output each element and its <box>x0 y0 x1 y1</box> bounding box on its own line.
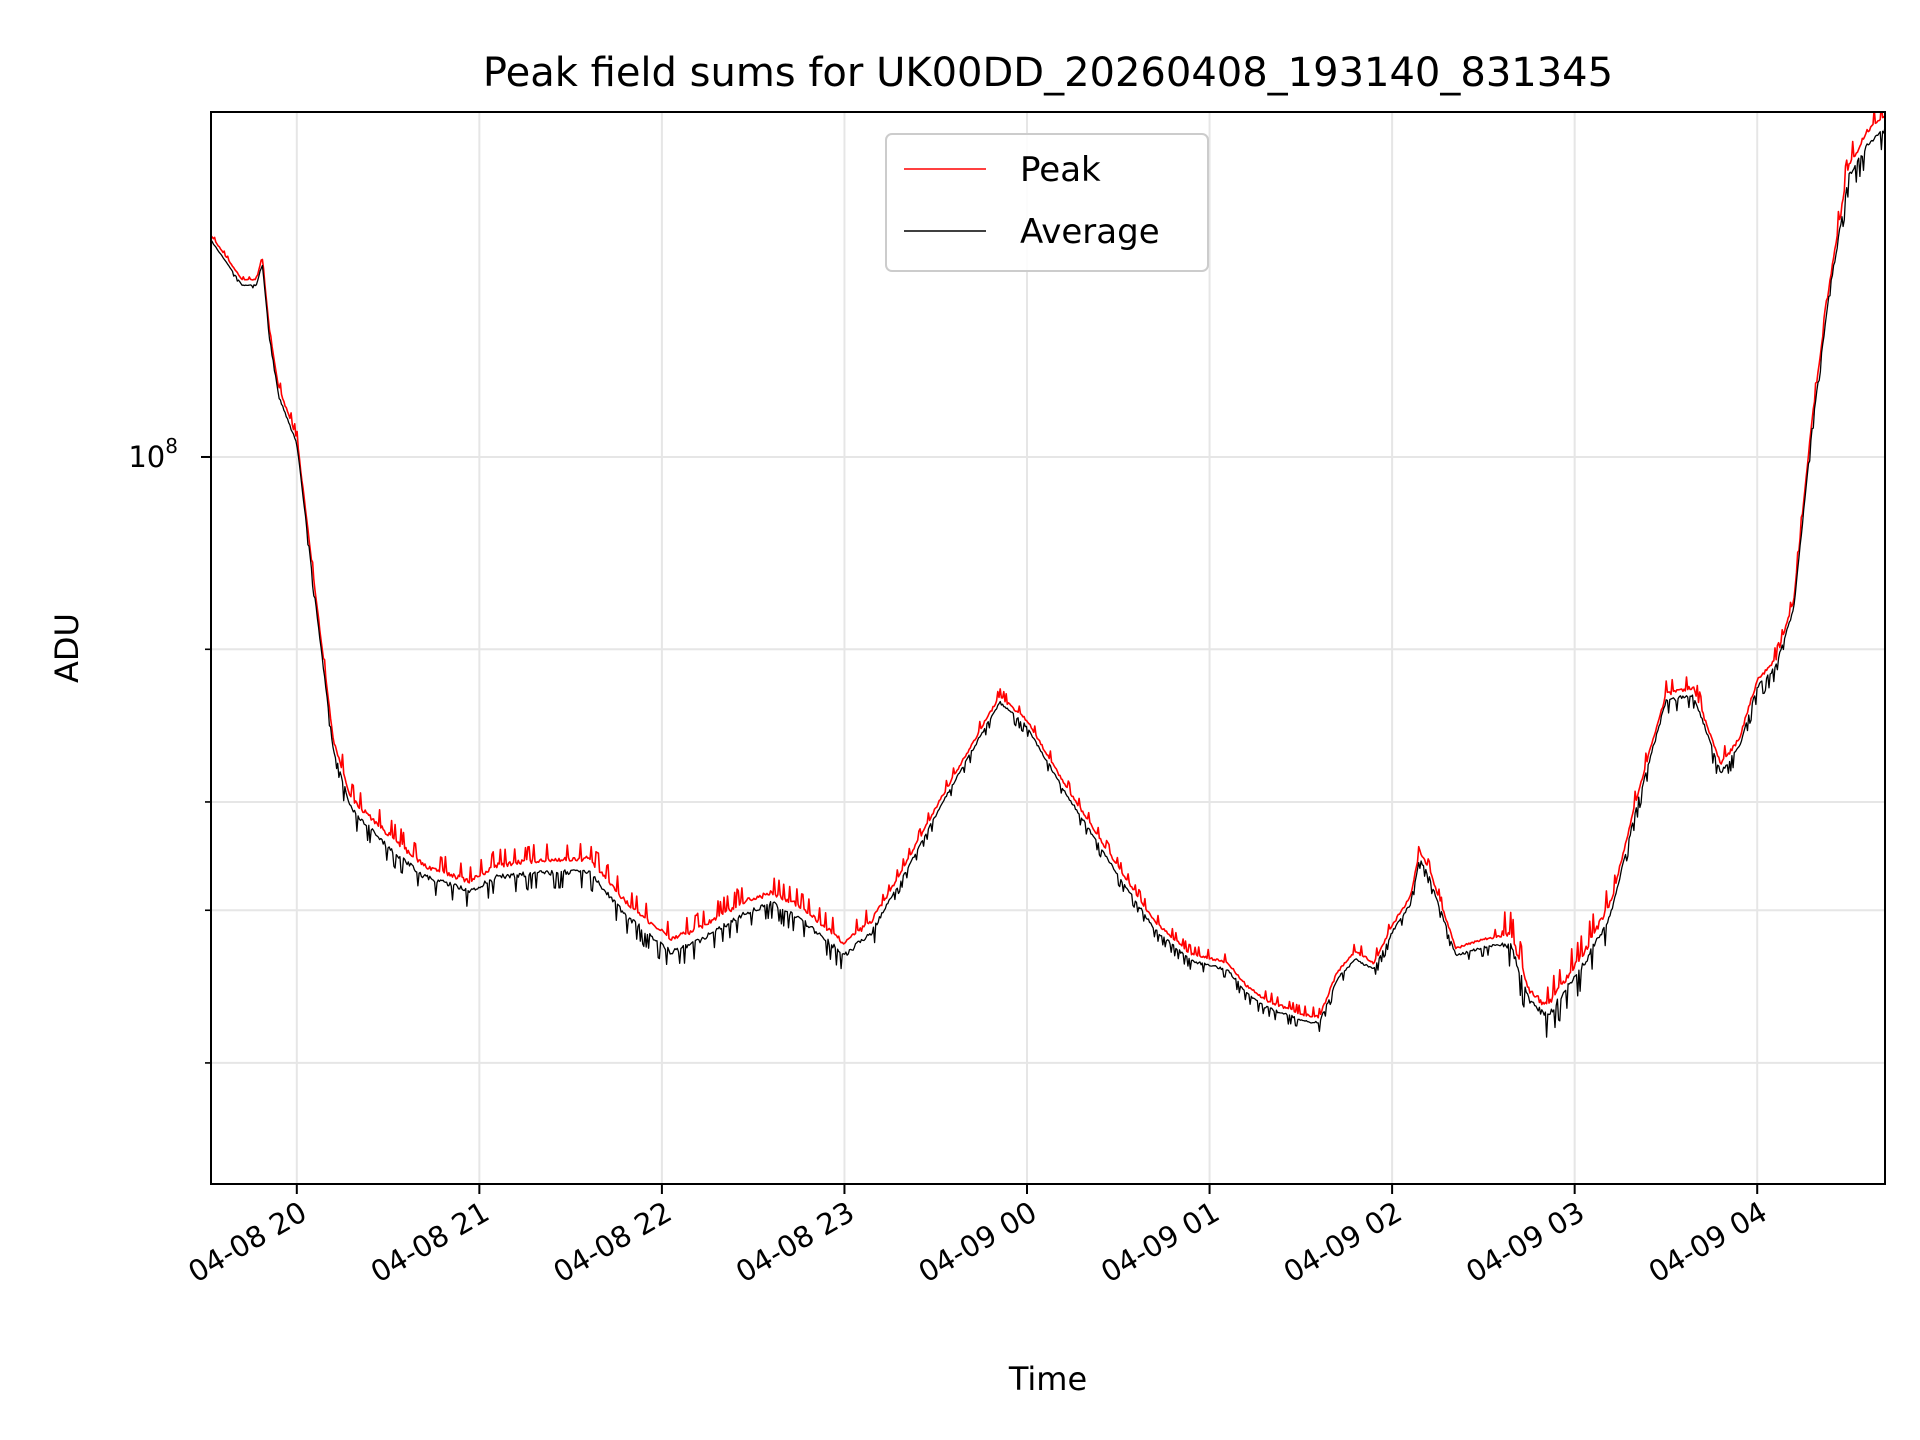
legend-label-peak: Peak <box>1020 150 1101 190</box>
x-tick-label: 04-09 03 <box>1460 1195 1590 1290</box>
grid <box>211 112 1885 1184</box>
x-tick-label: 04-08 23 <box>730 1195 860 1290</box>
series-line-average <box>211 127 1885 1038</box>
x-axis-ticks: 04-08 20 04-08 21 04-08 22 04-08 23 04-09 00… <box>182 1184 1773 1290</box>
x-tick-label: 04-08 20 <box>182 1195 312 1290</box>
y-axis-ticks: 108 <box>128 434 211 1064</box>
x-tick-label: 04-09 04 <box>1643 1195 1773 1290</box>
x-axis-label: Time <box>1008 1360 1087 1398</box>
y-axis-label: ADU <box>48 613 86 683</box>
x-tick-label: 04-09 01 <box>1095 1195 1225 1290</box>
x-tick-label: 04-08 22 <box>547 1195 677 1290</box>
plot-frame <box>210 111 1886 1185</box>
legend: Peak Average <box>885 133 1209 272</box>
x-tick-label: 04-09 02 <box>1278 1195 1408 1290</box>
x-tick-label: 04-09 00 <box>913 1195 1043 1290</box>
series-group <box>211 112 1885 1038</box>
series-line-peak <box>211 112 1885 1019</box>
y-tick-label-major: 108 <box>128 434 178 474</box>
x-tick-label: 04-08 21 <box>365 1195 495 1290</box>
chart-title: Peak field sums for UK00DD_20260408_1931… <box>483 50 1613 96</box>
plot-area <box>211 112 1885 1038</box>
legend-label-average: Average <box>1020 212 1160 252</box>
